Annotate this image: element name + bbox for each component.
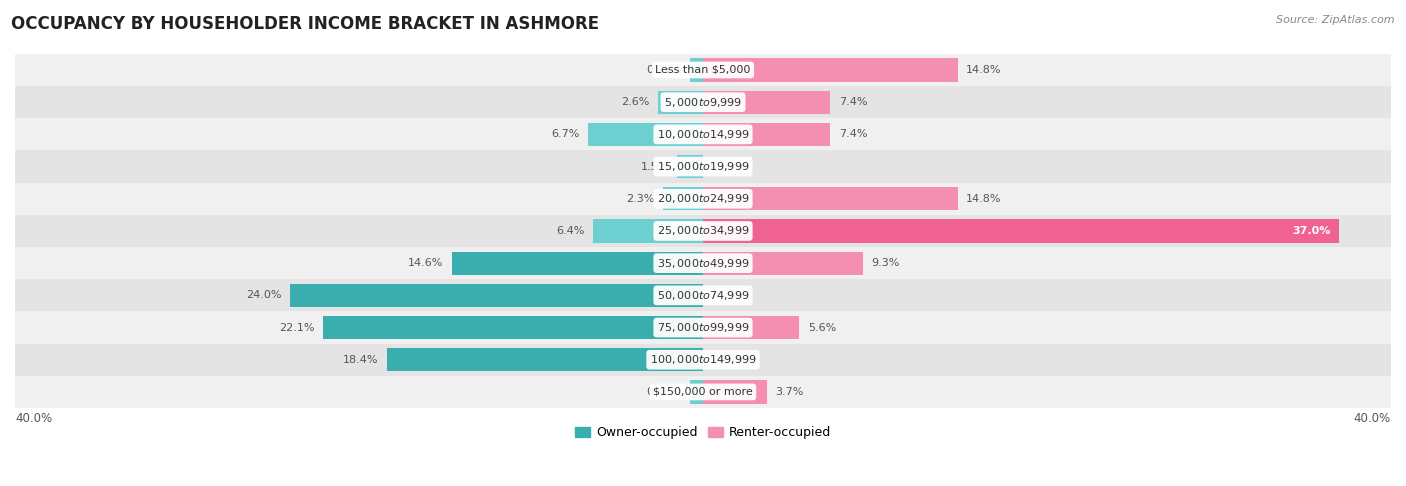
Text: $150,000 or more: $150,000 or more (654, 387, 752, 397)
Text: 40.0%: 40.0% (15, 412, 52, 425)
Bar (690, 381, 703, 403)
Bar (664, 187, 703, 210)
Bar (703, 58, 957, 82)
Bar (15, 312, 1391, 344)
Bar (703, 252, 863, 275)
Text: 2.3%: 2.3% (627, 194, 655, 204)
Bar (690, 58, 703, 82)
Text: 3.7%: 3.7% (775, 387, 804, 397)
Text: $100,000 to $149,999: $100,000 to $149,999 (650, 353, 756, 366)
Text: $15,000 to $19,999: $15,000 to $19,999 (657, 160, 749, 173)
Bar (658, 90, 703, 114)
Text: 0.0%: 0.0% (711, 290, 740, 300)
Text: $5,000 to $9,999: $5,000 to $9,999 (664, 96, 742, 109)
Bar (703, 123, 831, 146)
Text: 6.7%: 6.7% (551, 129, 579, 139)
Bar (15, 247, 1391, 279)
Text: $20,000 to $24,999: $20,000 to $24,999 (657, 192, 749, 205)
Legend: Owner-occupied, Renter-occupied: Owner-occupied, Renter-occupied (569, 421, 837, 444)
Bar (703, 381, 766, 403)
Text: OCCUPANCY BY HOUSEHOLDER INCOME BRACKET IN ASHMORE: OCCUPANCY BY HOUSEHOLDER INCOME BRACKET … (11, 15, 599, 33)
Bar (451, 252, 703, 275)
Text: 40.0%: 40.0% (1354, 412, 1391, 425)
Text: 9.3%: 9.3% (872, 258, 900, 268)
Bar (703, 316, 800, 339)
Bar (593, 219, 703, 243)
Text: Less than $5,000: Less than $5,000 (655, 65, 751, 75)
Bar (703, 90, 831, 114)
Bar (15, 215, 1391, 247)
Bar (15, 151, 1391, 183)
Text: 14.8%: 14.8% (966, 194, 1001, 204)
Text: 14.8%: 14.8% (966, 65, 1001, 75)
Bar (323, 316, 703, 339)
Bar (15, 118, 1391, 151)
Text: 24.0%: 24.0% (246, 290, 281, 300)
Text: $75,000 to $99,999: $75,000 to $99,999 (657, 321, 749, 334)
Text: 6.4%: 6.4% (555, 226, 585, 236)
Bar (15, 183, 1391, 215)
Bar (15, 279, 1391, 312)
Text: 0.0%: 0.0% (711, 161, 740, 172)
Text: 1.5%: 1.5% (640, 161, 669, 172)
Text: $10,000 to $14,999: $10,000 to $14,999 (657, 128, 749, 141)
Text: 7.4%: 7.4% (839, 129, 868, 139)
Bar (703, 187, 957, 210)
Text: 5.6%: 5.6% (808, 323, 837, 332)
Text: 37.0%: 37.0% (1292, 226, 1331, 236)
Text: $25,000 to $34,999: $25,000 to $34,999 (657, 225, 749, 238)
Text: $35,000 to $49,999: $35,000 to $49,999 (657, 257, 749, 270)
Text: Source: ZipAtlas.com: Source: ZipAtlas.com (1277, 15, 1395, 25)
Bar (588, 123, 703, 146)
Bar (290, 284, 703, 307)
Bar (15, 86, 1391, 118)
Text: 2.6%: 2.6% (621, 97, 650, 107)
Text: 18.4%: 18.4% (343, 355, 378, 365)
Text: $50,000 to $74,999: $50,000 to $74,999 (657, 289, 749, 302)
Bar (678, 155, 703, 178)
Text: 22.1%: 22.1% (278, 323, 315, 332)
Bar (703, 219, 1340, 243)
Bar (15, 54, 1391, 86)
Text: 0.75%: 0.75% (647, 65, 682, 75)
Text: 0.75%: 0.75% (647, 387, 682, 397)
Bar (387, 348, 703, 371)
Bar (15, 344, 1391, 376)
Text: 7.4%: 7.4% (839, 97, 868, 107)
Text: 0.0%: 0.0% (711, 355, 740, 365)
Bar (15, 376, 1391, 408)
Text: 14.6%: 14.6% (408, 258, 443, 268)
